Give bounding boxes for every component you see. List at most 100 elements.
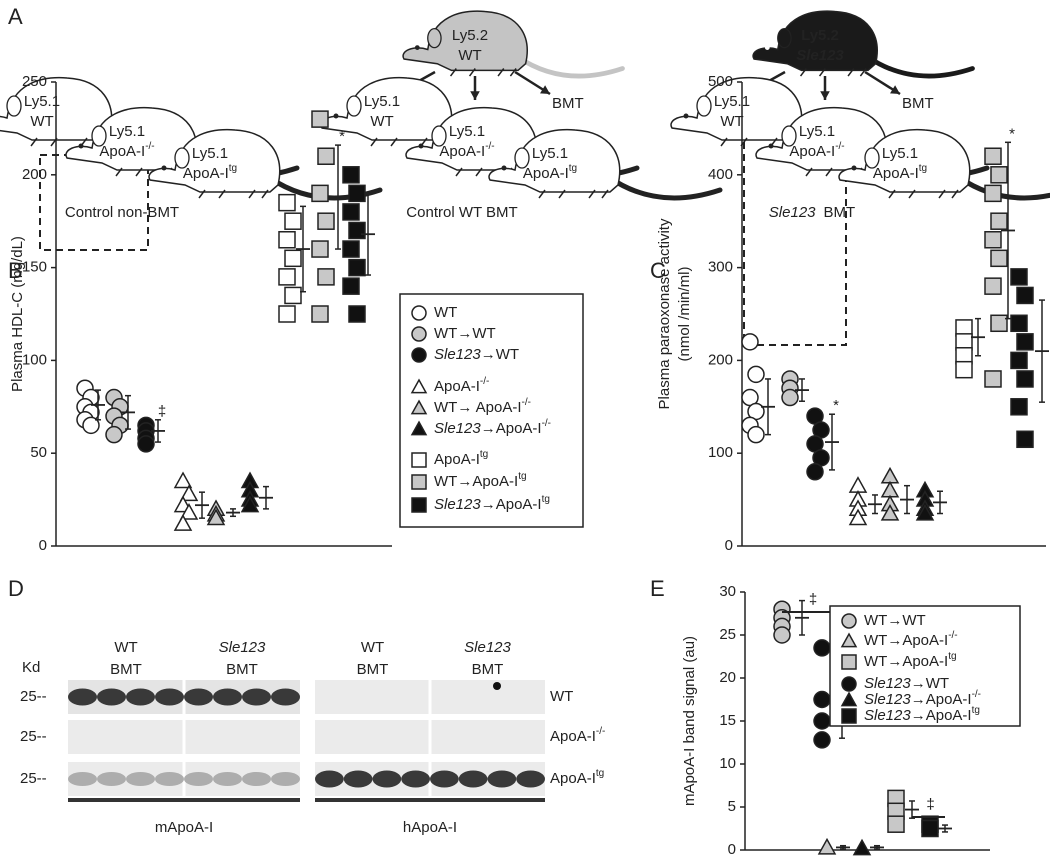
group-caption: Control WT BMT [406, 204, 517, 221]
arrow-head [540, 85, 550, 94]
data-point [173, 471, 193, 489]
text-part: WT [114, 639, 137, 656]
mean-sd-bar [868, 494, 882, 515]
data-point [984, 184, 1002, 203]
unit-label: Kd [22, 659, 40, 676]
mouse-leg [847, 68, 855, 77]
text-part: →ApoA-I [481, 496, 542, 513]
data-point [984, 147, 1002, 165]
y-tick-label: 200 [22, 166, 47, 183]
text-part: -/- [542, 418, 551, 429]
mean-sd-bar [836, 844, 850, 850]
recipient-genotype: ApoA-I-/- [439, 141, 494, 160]
size-marker: 25-- [20, 770, 47, 787]
mouse-ear [431, 125, 447, 147]
blot-band [68, 688, 97, 706]
recipient-strain: Ly5.1 [532, 145, 568, 162]
text-part: WT→ApoA-I [434, 473, 518, 490]
text-part: ApoA-I [550, 728, 596, 745]
mouse-leg [558, 189, 566, 199]
data-point [348, 305, 366, 323]
data-point [317, 147, 335, 165]
legend-label: ApoA-I-/- [434, 376, 489, 395]
data-point [342, 240, 360, 258]
blot-band [155, 771, 184, 787]
recipient-strain: Ly5.1 [882, 145, 918, 162]
y-tick-label: 0 [39, 537, 47, 554]
arrow-head [470, 91, 480, 100]
annotation: ‡ [158, 403, 166, 420]
data-point [348, 184, 366, 203]
blot-band [271, 771, 300, 787]
y-tick-label: 10 [719, 755, 736, 772]
blot-band [430, 770, 459, 788]
data-point [82, 416, 100, 435]
legend-label: WT→ ApoA-I-/- [434, 397, 531, 416]
mouse-leg [135, 167, 143, 177]
text-part: tg [569, 163, 577, 174]
blot-band [155, 688, 184, 706]
legend-marker [841, 613, 857, 629]
mean-sd-bar [870, 844, 884, 850]
text-part: Sle123 [434, 346, 481, 363]
mouse-tail [607, 175, 723, 201]
text-part: Control WT BMT [406, 204, 517, 221]
data-point [206, 508, 226, 526]
recipient-genotype: WT [30, 113, 53, 130]
text-part: ApoA-I [434, 451, 480, 468]
data-point [342, 166, 360, 184]
recipient-strain: Ly5.1 [364, 93, 400, 110]
data-point [284, 249, 302, 268]
mouse-eye [333, 113, 339, 119]
data-point [773, 626, 791, 644]
mean-sd-bar [1001, 141, 1015, 320]
size-marker: 25-- [20, 688, 47, 705]
mean-sd-bar [361, 192, 375, 276]
mouse-icon [752, 10, 975, 79]
blot-band [315, 770, 344, 788]
legend-label: WT→WT [434, 325, 496, 342]
arrow-head [890, 85, 900, 94]
mouse-ear [427, 27, 442, 49]
mouse-body [755, 106, 888, 171]
mouse-leg [859, 68, 867, 77]
blot-band [343, 770, 373, 788]
y-axis-label: Plasma HDL-C (mg/dL) [9, 236, 26, 392]
column-label: Sle123 [464, 639, 511, 656]
text-part: -/- [145, 141, 154, 152]
data-point [278, 193, 296, 212]
data-point [990, 249, 1008, 268]
group-caption: Sle123 BMT [769, 204, 855, 221]
legend-marker [410, 378, 428, 394]
mouse-ear [777, 27, 792, 49]
text-part: tg [542, 494, 550, 505]
mean-sd-bar [825, 413, 839, 471]
legend-label: WT→ApoA-Itg [434, 471, 527, 490]
mouse-leg [198, 189, 206, 199]
mean-sd-bar [938, 824, 952, 833]
mouse-icon [838, 128, 1050, 201]
data-point [278, 268, 296, 286]
mean-sd-bar [795, 599, 809, 636]
mouse-leg [805, 167, 813, 177]
legend-marker [411, 326, 427, 342]
text-part: WT [30, 113, 53, 130]
mean-sd-bar [226, 508, 240, 518]
text-part: Sle123 [434, 496, 481, 513]
mouse-body [838, 128, 971, 193]
mouse-eye [78, 143, 84, 149]
blot-band [242, 771, 271, 787]
mouse-leg [115, 167, 123, 177]
row-label: WT [550, 688, 573, 705]
blot-band [126, 688, 155, 706]
panel-label: E [650, 576, 665, 601]
data-point [852, 838, 872, 856]
mouse-leg [261, 189, 269, 199]
data-point [781, 388, 799, 407]
legend-box [399, 293, 584, 528]
text-part: →ApoA-I [911, 707, 972, 724]
data-point [1010, 268, 1028, 286]
data-point [317, 212, 335, 230]
text-part: -/- [485, 141, 494, 152]
data-point [179, 503, 199, 520]
